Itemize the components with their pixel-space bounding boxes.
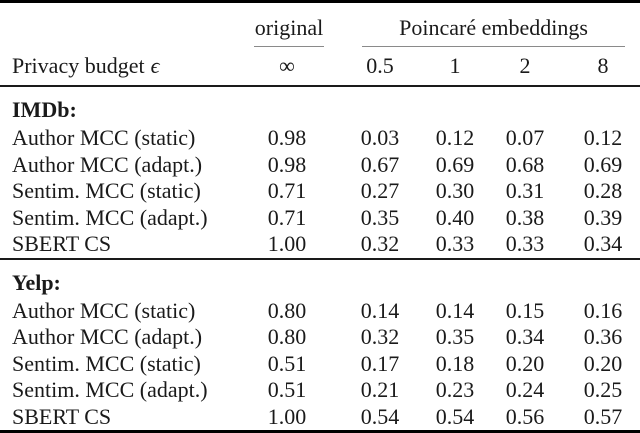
cell-value: 0.34	[566, 231, 640, 260]
cell-value: 0.57	[583, 403, 623, 429]
cell-value: 0.17	[360, 350, 400, 376]
cell-value: 0.03	[360, 125, 400, 150]
cell-value: 0.32	[334, 231, 426, 260]
section-title: Yelp:	[12, 269, 61, 295]
column-header-eps-0-5: 0.5	[334, 47, 426, 87]
group-header-spacer	[0, 2, 240, 48]
cell-value: 0.25	[583, 377, 623, 402]
column-header-eps-1: 1	[426, 47, 484, 87]
table-row: Sentim. MCC (static) 0.51 0.17 0.18 0.20 0.20	[0, 351, 640, 378]
cell-value: 0.12	[583, 125, 623, 150]
cell-value: 0.28	[583, 178, 623, 203]
cell-value: 0.54	[435, 403, 475, 429]
row-label: Sentim. MCC (adapt.)	[12, 204, 208, 230]
table-row: Sentim. MCC (adapt.) 0.51 0.21 0.23 0.24 0.25	[0, 377, 640, 404]
row-label: Author MCC (adapt.)	[12, 151, 203, 177]
cell-value: 0.07	[505, 125, 545, 150]
column-group-poincare-embeddings: Poincaré embeddings	[334, 2, 640, 47]
table-row: Author MCC (static) 0.80 0.14 0.14 0.15 0.16	[0, 298, 640, 325]
cell-value: 0.27	[360, 178, 400, 203]
table-row: SBERT CS 1.00 0.32 0.33 0.33 0.34	[0, 231, 640, 260]
cell-value: 0.35	[360, 204, 400, 230]
cell-value: 0.51	[267, 377, 307, 402]
row-label: Author MCC (adapt.)	[12, 324, 203, 349]
column-header-eps-2: 2	[484, 47, 566, 87]
cell-value: 1.00	[267, 403, 307, 429]
group-header-row: original Poincaré embeddings	[0, 2, 640, 48]
row-label: Sentim. MCC (adapt.)	[12, 377, 208, 402]
cell-value: 0.33	[484, 231, 566, 260]
cell-value: 0.23	[435, 377, 475, 402]
cell-value: 0.18	[435, 350, 475, 376]
section-header-row: Yelp:	[0, 259, 640, 298]
cell-value: 0.71	[267, 178, 307, 203]
section-header-row: IMDb:	[0, 86, 640, 125]
cell-value: 0.98	[267, 125, 307, 150]
row-label: Sentim. MCC (static)	[12, 350, 201, 376]
column-header-row: Privacy budget ϵ ∞ 0.5 1 2 8	[0, 47, 640, 87]
cell-value: 0.56	[505, 403, 545, 429]
cell-value: 0.68	[505, 151, 545, 177]
table-body: IMDb: Author MCC (static) 0.98 0.03 0.12 0.07…	[0, 86, 640, 432]
cell-value: 0.31	[505, 178, 545, 203]
cell-value: 0.33	[426, 231, 484, 260]
cell-value: 0.20	[583, 350, 623, 376]
cell-value: 0.14	[360, 297, 400, 323]
cell-value: 0.69	[583, 151, 623, 177]
row-label: SBERT CS	[0, 231, 240, 260]
cell-value: 0.24	[505, 377, 545, 402]
cell-value: 0.40	[435, 204, 475, 230]
cell-value: 0.30	[435, 178, 475, 203]
cell-value: 0.39	[583, 204, 623, 230]
table-row: Sentim. MCC (static) 0.71 0.27 0.30 0.31 0.28	[0, 178, 640, 205]
cell-value: 0.14	[435, 297, 475, 323]
cell-value: 0.15	[505, 297, 545, 323]
column-header-infinity: ∞	[240, 47, 334, 87]
table-row: SBERT CS 1.00 0.54 0.54 0.56 0.57	[0, 404, 640, 432]
row-label: Sentim. MCC (static)	[12, 178, 201, 203]
cell-value: 0.71	[267, 204, 307, 230]
table-row: Author MCC (adapt.) 0.80 0.32 0.35 0.34 0.36	[0, 324, 640, 351]
row-label: SBERT CS	[12, 403, 112, 429]
cell-value: 0.32	[360, 324, 400, 349]
privacy-budget-header: Privacy budget ϵ	[0, 47, 240, 87]
cell-value: 0.35	[435, 324, 475, 349]
table-row: Author MCC (static) 0.98 0.03 0.12 0.07 0.12	[0, 125, 640, 152]
cell-value: 0.20	[505, 350, 545, 376]
row-label: Author MCC (static)	[12, 125, 196, 150]
cell-value: 0.80	[267, 297, 307, 323]
cell-value: 0.36	[583, 324, 623, 349]
cell-value: 0.69	[435, 151, 475, 177]
cell-value: 0.80	[267, 324, 307, 349]
column-group-original: original	[240, 2, 334, 47]
section-title: IMDb:	[12, 97, 77, 122]
cell-value: 0.38	[505, 204, 545, 230]
row-label: Author MCC (static)	[12, 297, 196, 323]
cell-value: 0.12	[435, 125, 475, 150]
cell-value: 0.54	[360, 403, 400, 429]
group-original-label: original	[254, 13, 324, 47]
cell-value: 0.16	[583, 297, 623, 323]
cell-value: 1.00	[240, 231, 334, 260]
privacy-budget-label: Privacy budget	[12, 53, 145, 78]
cell-value: 0.21	[360, 377, 400, 402]
epsilon-symbol: ϵ	[150, 53, 160, 78]
cell-value: 0.51	[267, 350, 307, 376]
column-header-eps-8: 8	[566, 47, 640, 87]
cell-value: 0.67	[360, 151, 400, 177]
group-poincare-label: Poincaré embeddings	[362, 13, 626, 47]
table-row: Sentim. MCC (adapt.) 0.71 0.35 0.40 0.38 0.39	[0, 205, 640, 232]
table-row: Author MCC (adapt.) 0.98 0.67 0.69 0.68 0.69	[0, 152, 640, 179]
cell-value: 0.34	[505, 324, 545, 349]
cell-value: 0.98	[267, 151, 307, 177]
